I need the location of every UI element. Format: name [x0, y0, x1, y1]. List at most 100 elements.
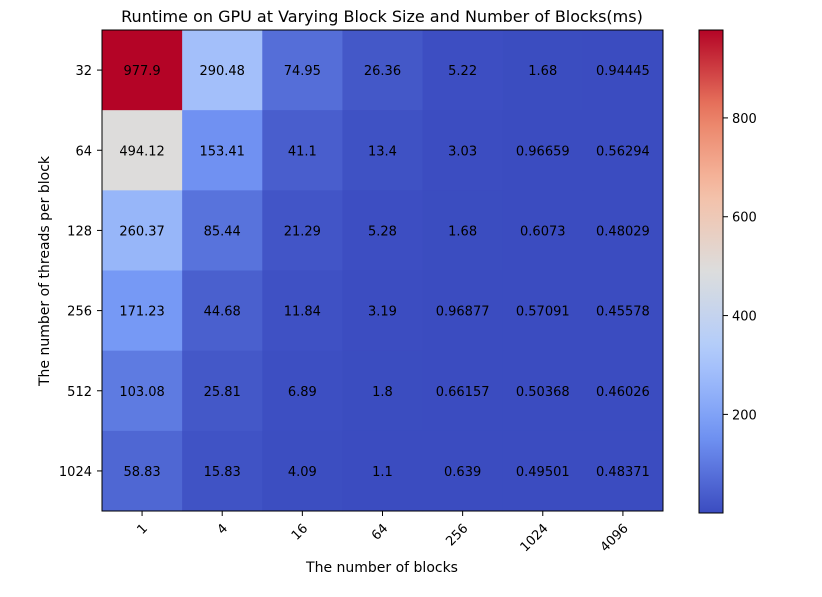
x-tick-label: 1024: [518, 521, 552, 555]
heatmap-cell: [182, 350, 263, 432]
cell-value-label: 0.96877: [436, 305, 490, 320]
heatmap-cell: [342, 110, 424, 191]
heatmap-cell: [582, 110, 664, 191]
heatmap-cell: [502, 430, 584, 512]
heatmap-cell: [502, 30, 584, 111]
heatmap-cell: [422, 270, 504, 352]
heatmap-cell: [262, 30, 343, 111]
cell-value-label: 0.48371: [596, 465, 650, 480]
cell-value-label: 0.49501: [516, 465, 570, 480]
heatmap-cell: [342, 190, 424, 272]
cell-value-label: 3.03: [448, 144, 477, 159]
x-tick-label: 16: [289, 521, 311, 543]
x-tick-label: 4: [215, 521, 231, 537]
heatmap-cell: [502, 190, 584, 272]
cell-value-label: 0.45578: [596, 305, 650, 320]
y-axis-label: The number of threads per block: [37, 155, 53, 387]
cell-value-label: 0.56294: [596, 144, 650, 159]
cell-value-label: 1.68: [528, 64, 557, 79]
cell-value-label: 3.19: [368, 305, 397, 320]
colorbar-tick-label: 400: [732, 310, 757, 325]
cell-value-label: 5.22: [448, 64, 477, 79]
cell-value-label: 1.1: [372, 465, 393, 480]
heatmap-cell: [582, 190, 664, 272]
cell-value-label: 0.96659: [516, 144, 570, 159]
heatmap-cell: [342, 30, 424, 111]
cell-value-label: 977.9: [123, 64, 160, 79]
chart-title: Runtime on GPU at Varying Block Size and…: [121, 7, 643, 26]
cell-value-label: 4.09: [288, 465, 317, 480]
heatmap-cell: [502, 350, 584, 432]
cell-value-label: 6.89: [288, 385, 317, 400]
y-tick-label: 1024: [59, 465, 92, 480]
y-axis-ticks: 32 64 128 256 512 1024: [59, 64, 102, 480]
heatmap-cell: [102, 350, 183, 432]
cell-value-label: 15.83: [204, 465, 241, 480]
heatmap-cell: [262, 430, 343, 512]
y-tick-label: 128: [67, 224, 92, 239]
heatmap-cell: [182, 270, 263, 352]
cell-value-label: 0.639: [444, 465, 481, 480]
cell-value-label: 58.83: [123, 465, 160, 480]
colorbar-ticks: 200 400 600 800: [723, 112, 757, 423]
cell-value-label: 290.48: [199, 64, 245, 79]
cell-value-label: 153.41: [199, 144, 245, 159]
colorbar-tick-label: 200: [732, 408, 757, 423]
cell-value-label: 0.6073: [520, 224, 566, 239]
cell-value-label: 13.4: [368, 144, 397, 159]
heatmap-cell: [422, 430, 504, 512]
colorbar-tick-label: 800: [732, 112, 757, 127]
x-tick-label: 64: [369, 521, 391, 543]
heatmap-cell: [182, 430, 263, 512]
cell-value-label: 260.37: [119, 224, 165, 239]
cell-value-label: 85.44: [204, 224, 241, 239]
heatmap-cells: [102, 30, 664, 512]
heatmap-cell: [102, 190, 183, 272]
heatmap-cell: [102, 110, 183, 191]
x-axis-label: The number of blocks: [305, 560, 458, 576]
colorbar: [699, 30, 723, 513]
cell-value-label: 74.95: [284, 64, 321, 79]
x-tick-label: 256: [443, 521, 471, 549]
heatmap-cell: [262, 110, 343, 191]
heatmap-cell: [422, 350, 504, 432]
cell-value-label: 44.68: [204, 305, 241, 320]
heatmap-cell: [422, 190, 504, 272]
heatmap-cell: [342, 270, 424, 352]
heatmap-cell: [182, 30, 263, 111]
cell-value-label: 5.28: [368, 224, 397, 239]
cell-value-label: 494.12: [119, 144, 165, 159]
heatmap-cell: [262, 270, 343, 352]
x-tick-label: 4096: [598, 521, 632, 555]
cell-value-label: 11.84: [284, 305, 321, 320]
y-tick-label: 32: [75, 64, 92, 79]
heatmap-cell: [582, 270, 664, 352]
heatmap-cell: [182, 190, 263, 272]
x-axis-ticks: 1 4 16 64 256 1024 4096: [134, 511, 632, 555]
heatmap-cell: [502, 270, 584, 352]
colorbar-frame: [698, 29, 724, 514]
y-tick-label: 256: [67, 305, 92, 320]
heatmap-cell: [262, 350, 343, 432]
heatmap-cell: [182, 110, 263, 191]
cell-value-label: 26.36: [364, 64, 401, 79]
heatmap-cell: [582, 350, 664, 432]
y-tick-label: 512: [67, 385, 92, 400]
heatmap-cell: [422, 110, 504, 191]
heatmap-cell: [102, 430, 183, 512]
cell-value-label: 171.23: [119, 305, 165, 320]
heatmap-cell: [102, 270, 183, 352]
cell-value-label: 1.68: [448, 224, 477, 239]
cell-value-label: 41.1: [288, 144, 317, 159]
cell-value-label: 1.8: [372, 385, 393, 400]
heatmap-cell: [582, 30, 664, 111]
heatmap-cell: [342, 350, 424, 432]
cell-value-label: 103.08: [119, 385, 165, 400]
cell-value-label: 0.50368: [516, 385, 570, 400]
heatmap-cell: [502, 110, 584, 191]
heatmap-cell: [262, 190, 343, 272]
cell-value-label: 21.29: [284, 224, 321, 239]
x-tick-label: 1: [134, 521, 150, 537]
